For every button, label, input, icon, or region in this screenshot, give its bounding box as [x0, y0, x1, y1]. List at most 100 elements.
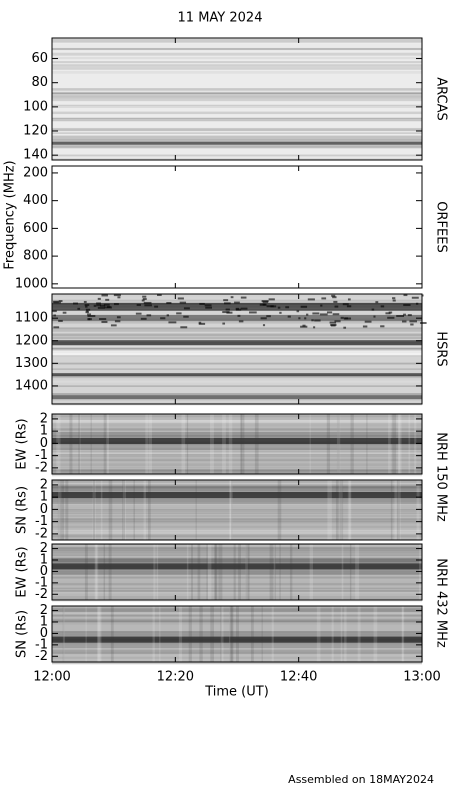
stripe	[52, 561, 422, 563]
streak	[238, 544, 242, 600]
streak	[261, 606, 263, 662]
speck	[180, 326, 188, 329]
speck	[62, 311, 67, 314]
streak	[220, 606, 224, 662]
stripe	[52, 419, 422, 423]
streak	[97, 606, 102, 662]
stripe	[52, 463, 422, 466]
streak	[250, 606, 254, 662]
panel-y-label: SN (Rs)	[15, 610, 30, 658]
speck	[300, 305, 308, 308]
y-tick-label: 1	[40, 553, 48, 568]
speck	[105, 298, 110, 301]
stripe	[52, 414, 422, 417]
speck	[320, 304, 323, 307]
stripe	[52, 459, 422, 462]
streak	[186, 544, 189, 600]
band	[52, 141, 422, 145]
stripe	[52, 587, 422, 589]
stripe	[52, 621, 422, 624]
stripe	[52, 129, 422, 132]
speck	[342, 303, 349, 306]
stripe	[52, 612, 422, 616]
speck	[222, 322, 226, 325]
speck	[234, 301, 240, 304]
stripe	[52, 429, 422, 431]
speck	[387, 316, 395, 319]
stripe	[52, 582, 422, 585]
stripe	[52, 347, 422, 350]
stripe	[52, 92, 422, 95]
stripe	[52, 451, 422, 454]
streak	[309, 544, 313, 600]
stripe	[52, 515, 422, 518]
stripe	[52, 557, 422, 560]
speck	[199, 302, 205, 305]
speck	[160, 317, 166, 320]
streak	[95, 544, 99, 600]
stripe	[52, 658, 422, 661]
speck	[87, 313, 92, 316]
streak	[373, 606, 378, 662]
stripe	[52, 657, 422, 660]
speck	[266, 315, 271, 318]
stripe	[52, 643, 422, 646]
streak	[254, 414, 259, 474]
speck	[53, 301, 61, 304]
streak	[207, 544, 212, 600]
streak	[398, 414, 401, 474]
y-tick-label: 400	[23, 193, 48, 208]
y-tick-label: 2	[40, 411, 48, 426]
speck	[179, 301, 187, 304]
speck	[371, 308, 375, 311]
y-axis-label: Frequency (MHz)	[3, 160, 18, 269]
speck	[343, 326, 347, 329]
x-axis-label: Time (UT)	[204, 685, 269, 700]
band	[52, 432, 422, 450]
band	[52, 395, 422, 400]
stripe	[52, 522, 422, 525]
stripe	[52, 119, 422, 122]
y-tick-label: 140	[23, 148, 48, 163]
panel-frame	[51, 293, 423, 405]
speck	[52, 310, 57, 313]
stripe	[52, 546, 422, 550]
stripe	[52, 336, 422, 340]
speck	[183, 307, 190, 310]
band	[52, 563, 422, 570]
band	[52, 636, 422, 643]
band	[52, 486, 422, 504]
y-tick-label: -1	[35, 637, 48, 652]
stripe	[52, 632, 422, 635]
stripe	[52, 490, 422, 493]
streak	[326, 414, 331, 474]
panel-frame	[51, 605, 423, 663]
streak	[214, 544, 217, 600]
speck	[415, 302, 419, 305]
streak	[349, 480, 352, 540]
speck	[410, 323, 414, 326]
streak	[392, 414, 397, 474]
streak	[339, 480, 344, 540]
stripe	[52, 452, 422, 454]
stripe	[52, 66, 422, 68]
speck	[307, 298, 315, 301]
stripe	[52, 582, 422, 585]
stripe	[52, 431, 422, 434]
speck	[285, 306, 290, 309]
stripe	[52, 468, 422, 472]
speck	[116, 316, 121, 319]
streak	[210, 606, 214, 662]
stripe	[52, 106, 422, 108]
speck	[380, 305, 385, 308]
panel-y-label: EW (Rs)	[15, 418, 30, 469]
speck	[240, 296, 247, 299]
stripe	[52, 508, 422, 510]
y-tick-label: 1300	[15, 356, 48, 371]
stripe	[52, 545, 422, 547]
streak	[229, 480, 233, 540]
stripe	[52, 104, 422, 107]
stripe	[52, 333, 422, 337]
speck	[321, 297, 327, 300]
stripe	[52, 118, 422, 121]
